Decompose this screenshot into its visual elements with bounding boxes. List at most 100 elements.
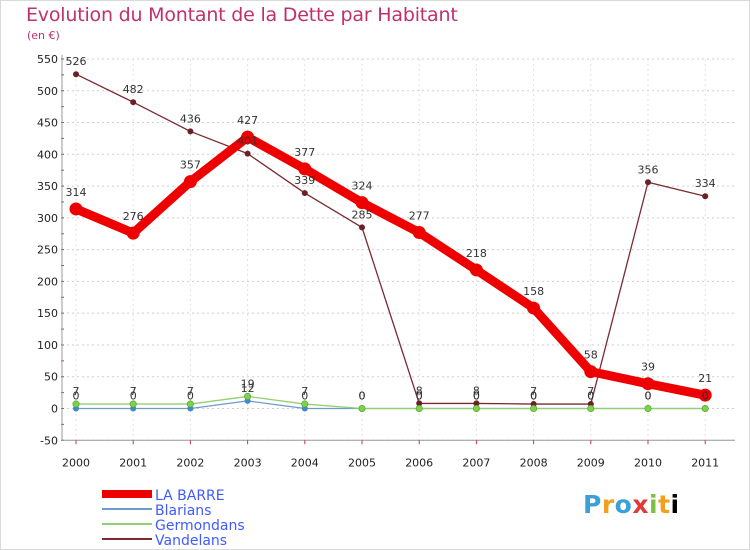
data-label: 7	[587, 385, 594, 398]
x-tick-label: 2001	[119, 456, 147, 469]
data-label: 0	[473, 390, 480, 403]
series-line	[75, 395, 706, 410]
chart-subtitle: (en €)	[27, 29, 60, 42]
logo-letter: t	[658, 490, 671, 519]
x-tick-label: 2007	[462, 456, 490, 469]
y-tick-label: 250	[37, 244, 58, 257]
data-point	[701, 404, 709, 412]
logo-letter: x	[632, 490, 649, 519]
data-label: 0	[587, 390, 594, 403]
y-tick-label: 0	[51, 403, 58, 416]
data-label: 0	[359, 390, 366, 403]
data-label: 339	[294, 174, 315, 187]
data-point	[641, 377, 655, 391]
data-point	[187, 128, 194, 135]
data-label: 436	[180, 112, 201, 125]
data-label: 21	[698, 372, 712, 385]
data-label: 377	[294, 146, 315, 159]
data-point	[73, 71, 79, 78]
x-tick-label: 2011	[691, 456, 719, 469]
y-tick-label: 150	[37, 307, 58, 320]
data-label: 7	[301, 385, 308, 398]
y-tick-label: 50	[44, 371, 58, 384]
legend-label: LA BARRE	[155, 488, 225, 504]
data-point	[69, 202, 83, 216]
data-point	[473, 400, 480, 407]
data-label: 0	[645, 390, 652, 403]
data-label: 276	[123, 210, 144, 223]
logo-letter: P	[583, 490, 602, 519]
data-label: 334	[695, 177, 716, 190]
data-point	[72, 400, 80, 408]
legend-label: Germondans	[155, 518, 245, 534]
y-tick-label: 300	[37, 212, 58, 225]
data-point	[587, 404, 595, 412]
data-label: 0	[416, 390, 423, 403]
logo-letter: o	[614, 490, 633, 519]
data-label: 0	[530, 390, 537, 403]
y-tick-label: 350	[37, 180, 58, 193]
data-point	[130, 99, 137, 106]
x-tick-label: 2009	[577, 456, 605, 469]
data-point	[412, 225, 426, 239]
logo-letter: r	[601, 490, 615, 519]
data-label: 0	[702, 390, 709, 403]
chart-data-labels: 526 482 436 401 339 285 8 8 7 7 356 334 0 0 0 12 0 0 0 0 0 0 0…	[66, 55, 716, 402]
data-point	[469, 263, 483, 277]
proxiti-logo: Proxiti	[583, 490, 680, 519]
data-label: 39	[641, 361, 655, 374]
data-label: 0	[301, 390, 308, 403]
data-label: 0	[702, 390, 709, 403]
data-point	[301, 400, 309, 408]
data-point	[129, 400, 137, 408]
data-point	[644, 404, 652, 412]
data-label: 7	[530, 385, 537, 398]
data-label: 356	[638, 163, 659, 176]
data-point	[358, 404, 366, 412]
data-point	[698, 388, 712, 402]
data-point	[527, 301, 541, 315]
data-label: 218	[466, 247, 487, 260]
x-tick-label: 2000	[62, 456, 90, 469]
data-label: 401	[237, 135, 258, 148]
data-label: 357	[180, 159, 201, 172]
y-tick-label: 200	[37, 275, 58, 288]
data-point	[355, 196, 369, 210]
legend-label: Vandelans	[155, 533, 227, 549]
data-point	[244, 150, 251, 157]
data-label: 58	[584, 349, 598, 362]
data-label: 482	[123, 83, 144, 96]
chart-title: Evolution du Montant de la Dette par Hab…	[26, 4, 458, 26]
data-label: 0	[645, 390, 652, 403]
data-label: 0	[359, 390, 366, 403]
x-tick-label: 2006	[405, 456, 433, 469]
y-tick-label: 400	[37, 148, 58, 161]
data-point	[472, 404, 480, 412]
data-label: 8	[473, 384, 480, 397]
y-tick-label: 100	[37, 339, 58, 352]
data-label: 19	[241, 377, 255, 390]
data-point	[244, 392, 252, 400]
data-point	[301, 190, 308, 197]
data-point	[241, 130, 255, 144]
data-point	[530, 404, 538, 412]
data-label: 0	[187, 390, 194, 403]
data-point	[416, 400, 423, 407]
x-tick-label: 2010	[634, 456, 662, 469]
data-label: 8	[416, 384, 423, 397]
x-tick-label: 2002	[176, 456, 204, 469]
logo-letter: i	[649, 490, 659, 519]
series-line	[71, 132, 710, 400]
data-label: 0	[530, 390, 537, 403]
x-tick-label: 2004	[291, 456, 319, 469]
data-label: 0	[587, 390, 594, 403]
x-tick-label: 2005	[348, 456, 376, 469]
data-point	[298, 162, 312, 176]
data-label: 0	[473, 390, 480, 403]
data-point	[359, 224, 365, 231]
y-tick-label: -50	[40, 434, 58, 447]
data-label: 0	[130, 390, 137, 403]
